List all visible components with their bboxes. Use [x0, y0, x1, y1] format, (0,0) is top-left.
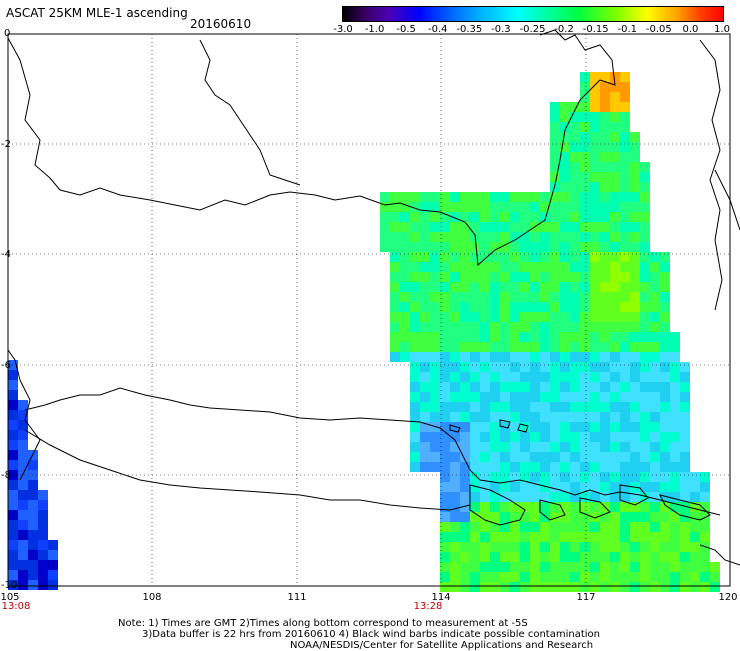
lon-label-114: 114 [431, 592, 451, 603]
map-frame [7, 33, 731, 587]
data-swath-east [380, 72, 720, 592]
colorbar-tick-label: -0.5 [396, 24, 416, 35]
colorbar-tick-label: -0.1 [617, 24, 638, 35]
colorbar-tick-label: 0.0 [682, 24, 699, 35]
time-label-1328: 13:28 [413, 601, 443, 612]
colorbar-tick-label: -3.0 [333, 24, 353, 35]
lon-label-120: 120 [718, 592, 738, 603]
colorbar-tick-label: -0.4 [427, 24, 448, 35]
colorbar-tick-label: -1.0 [364, 24, 385, 35]
lon-label-108: 108 [142, 592, 162, 603]
footnote-line-1: Note: 1) Times are GMT 2)Times along bot… [118, 618, 528, 629]
lon-label-117: 117 [576, 592, 596, 603]
lat-label-2: -2 [1, 139, 11, 150]
time-label-1308: 13:08 [1, 601, 31, 612]
coastlines [7, 29, 740, 566]
lon-label-111: 111 [287, 592, 307, 603]
lat-label-4: -4 [1, 249, 11, 260]
colorbar-tick-label: -0.2 [554, 24, 574, 35]
colorbar-tick-label: -0.15 [582, 24, 609, 35]
footnote-line-2: 3)Data buffer is 22 hrs from 20160610 4)… [142, 629, 600, 640]
colorbar-tick-label: -0.3 [491, 24, 511, 35]
lat-label-0: 0 [4, 28, 11, 39]
colorbar [342, 6, 724, 22]
lat-label-10: -10 [1, 580, 18, 591]
lat-label-6: -6 [1, 360, 11, 371]
colorbar-tick-label: -0.05 [645, 24, 672, 35]
colorbar-tick-label: 1.0 [714, 24, 730, 35]
lon-label-105: 105 [0, 592, 20, 603]
gridlines [8, 34, 730, 586]
footnote-line-3: NOAA/NESDIS/Center for Satellite Applica… [290, 640, 594, 651]
lat-label-8: -8 [1, 470, 11, 481]
map-title: ASCAT 25KM MLE-1 ascending [6, 6, 188, 20]
map-date: 20160610 [190, 17, 252, 31]
colorbar-tick-label: -0.25 [519, 24, 546, 35]
data-swath-west [8, 360, 58, 590]
colorbar-tick-label: -0.35 [456, 24, 483, 35]
